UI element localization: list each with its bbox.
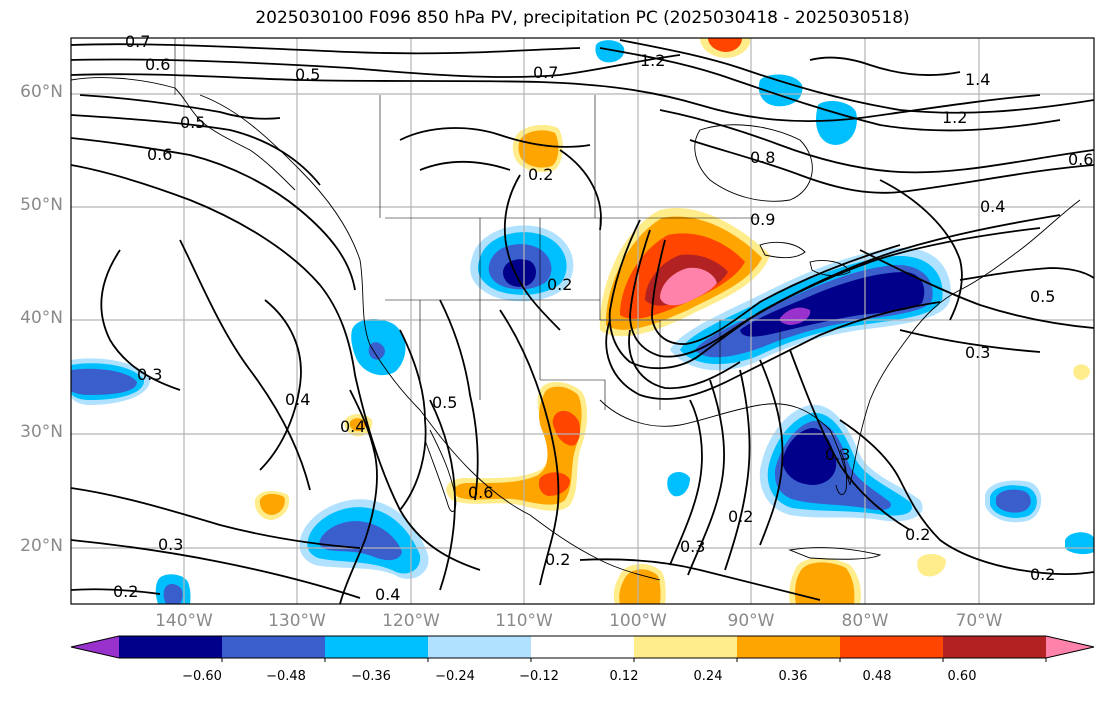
lat-label-60n: 60°N [20, 82, 63, 102]
lon-label-90w: 90°W [727, 611, 775, 631]
contour-label: 1.2 [942, 108, 967, 127]
florida [835, 449, 848, 496]
contour-label: 0.2 [528, 165, 553, 184]
contour-label: 0.8 [750, 148, 775, 167]
colorbar-extend-low [71, 636, 119, 658]
colorbar-tick-label: 0.24 [693, 669, 723, 684]
coastlines [71, 77, 1081, 581]
colorbar-tick-label: −0.24 [435, 669, 475, 684]
lon-label-100w: 100°W [609, 611, 667, 631]
contour-label: 0.4 [285, 390, 310, 409]
contour-label: 0.6 [1068, 150, 1093, 169]
contour-label: 0.2 [728, 507, 753, 526]
map-title: 2025030100 F096 850 hPa PV, precipitatio… [255, 8, 910, 28]
lon-label-120w: 120°W [382, 611, 440, 631]
colorbar-segment [325, 636, 429, 658]
colorbar-segment [428, 636, 532, 658]
lat-label-40n: 40°N [20, 308, 63, 328]
graticule [71, 38, 1094, 604]
contour-label: 0.6 [468, 483, 493, 502]
lat-label-50n: 50°N [20, 195, 63, 215]
colorbar-tick-label: −0.60 [182, 669, 222, 684]
contour-label: 0.4 [340, 417, 365, 436]
contour-label: 0.2 [905, 525, 930, 544]
colorbar-tick-label: −0.36 [351, 669, 391, 684]
colorbar-segment [531, 636, 635, 658]
cuba [788, 547, 882, 560]
colorbar-segment [119, 636, 223, 658]
pv-closed-low [669, 399, 703, 566]
colorbar-tick-label: −0.12 [519, 669, 559, 684]
contour-label: 0.3 [137, 365, 162, 384]
contour-label: 0.9 [750, 210, 775, 229]
contour-label: 0.4 [980, 197, 1005, 216]
contour-label: 0.7 [533, 63, 558, 82]
alaska [71, 77, 296, 191]
colorbar-tick-label: 0.36 [778, 669, 808, 684]
contour-label: 0.7 [125, 32, 150, 51]
colorbar-segment [634, 636, 738, 658]
colorbar-tick-label: 0.48 [862, 669, 892, 684]
contour-label: 0.5 [1030, 287, 1055, 306]
colorbar-segment [222, 636, 326, 658]
precip-shading [71, 38, 1094, 604]
contour-label: 0.2 [545, 550, 570, 569]
contour-label: 0.2 [113, 582, 138, 601]
lat-label-20n: 20°N [20, 536, 63, 556]
contour-label: 0.3 [680, 537, 705, 556]
contour-label: 0.6 [145, 55, 170, 74]
map-area [71, 38, 1094, 604]
contour-label: 0.3 [965, 343, 990, 362]
contour-label: 0.3 [825, 445, 850, 464]
borders [174, 38, 781, 420]
contour-label: 0.5 [432, 393, 457, 412]
lon-label-140w: 140°W [155, 611, 213, 631]
colorbar-segment [840, 636, 944, 658]
map-frame [70, 37, 1095, 605]
colorbar [70, 635, 1095, 662]
colorbar-outline [70, 635, 1095, 659]
contour-label: 0.6 [147, 145, 172, 164]
pv-contours [71, 39, 1094, 604]
contour-labels: 0.7 0.6 0.5 0.7 0.6 0.5 1.2 1.4 1.2 0.6 … [113, 32, 1093, 604]
west-coast [199, 94, 661, 581]
colorbar-tick-label: 0.12 [609, 669, 639, 684]
lat-label-30n: 30°N [20, 422, 63, 442]
lon-label-110w: 110°W [495, 611, 553, 631]
contour-label: 0.2 [1030, 565, 1055, 584]
hudson-bay [694, 124, 813, 202]
colorbar-tick-label: −0.48 [266, 669, 306, 684]
lon-label-130w: 130°W [268, 611, 326, 631]
contour-label: 0.5 [295, 65, 320, 84]
colorbar-tick-label: 0.60 [947, 669, 977, 684]
east-coast [849, 199, 1081, 486]
colorbar-extend-high [1046, 636, 1094, 658]
contour-label: 1.2 [640, 51, 665, 70]
contour-label: 1.4 [965, 70, 990, 89]
lon-label-70w: 70°W [955, 611, 1003, 631]
gulf-coast [599, 399, 851, 486]
colorbar-segment [943, 636, 1047, 658]
lon-label-80w: 80°W [841, 611, 889, 631]
contour-label: 0.2 [547, 275, 572, 294]
colorbar-segment [737, 636, 841, 658]
contour-label: 0.4 [375, 585, 400, 604]
contour-label: 0.3 [158, 535, 183, 554]
pv-trough [608, 214, 1061, 370]
contour-label: 0.5 [180, 113, 205, 132]
great-lakes [759, 241, 851, 277]
